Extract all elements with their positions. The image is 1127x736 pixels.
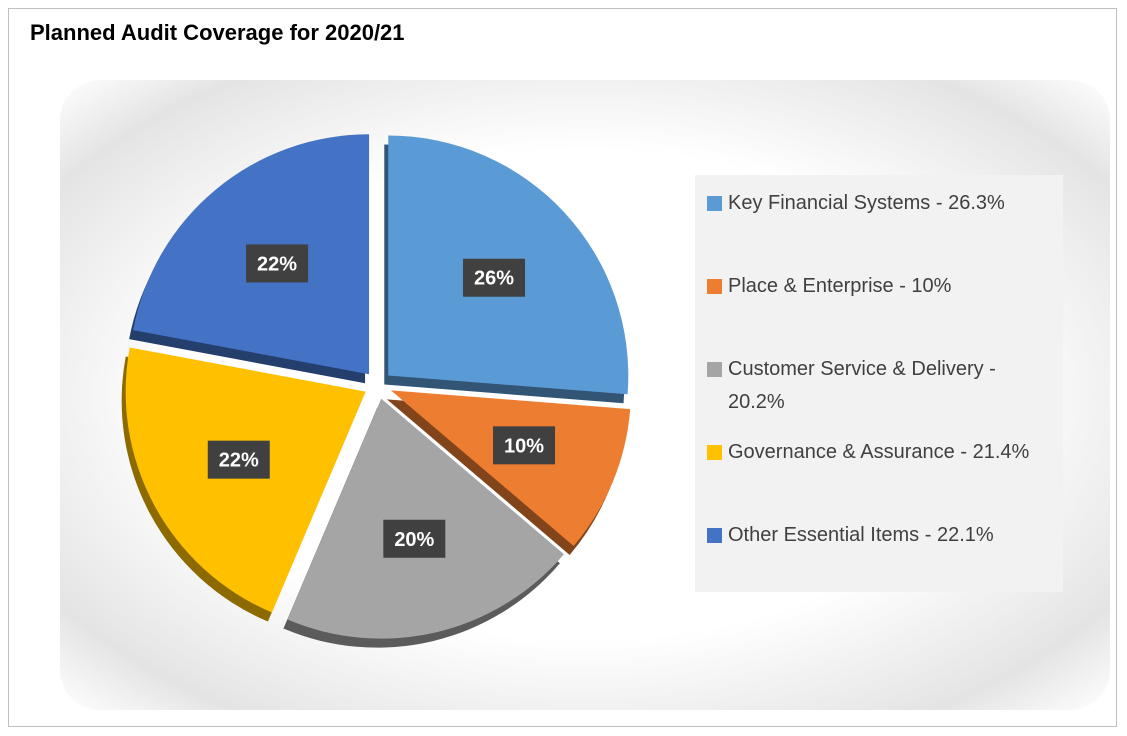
legend-swatch [707,196,722,211]
chart-frame [8,8,1117,727]
label-box [463,258,526,297]
label-box [383,519,446,558]
legend-label: Other Essential Items - 22.1% [728,524,994,546]
slice [390,390,631,546]
legend-swatch [707,528,722,543]
legend-swatch [707,279,722,294]
legend-item: Customer Service & Delivery - 20.2% [707,353,1053,436]
label-box [246,244,309,283]
legend-label: Place & Enterprise - 10% [728,275,952,297]
legend-item: Key Financial Systems - 26.3% [707,187,1053,270]
legend-label: Governance & Assurance - 21.4% [728,441,1030,463]
legend-item: Place & Enterprise - 10% [707,270,1053,353]
slice [125,347,366,613]
legend: Key Financial Systems - 26.3% Place & Ent… [695,175,1063,592]
legend-item: Governance & Assurance - 21.4% [707,436,1053,519]
chart-title: Planned Audit Coverage for 2020/21 [30,20,405,45]
legend-item: Other Essential Items - 22.1% [707,519,1053,602]
legend-swatch [707,362,722,377]
data-label: 20% [394,529,434,551]
legend-label: Customer Service & Delivery - 20.2% [728,358,996,413]
data-label: 26% [474,268,514,290]
data-label: 22% [219,450,259,472]
data-label: 10% [504,435,544,457]
label-box [207,440,270,479]
label-box [493,426,556,465]
slice [287,398,564,639]
data-label: 22% [257,253,297,275]
legend-swatch [707,445,722,460]
legend-label: Key Financial Systems - 26.3% [728,192,1005,214]
